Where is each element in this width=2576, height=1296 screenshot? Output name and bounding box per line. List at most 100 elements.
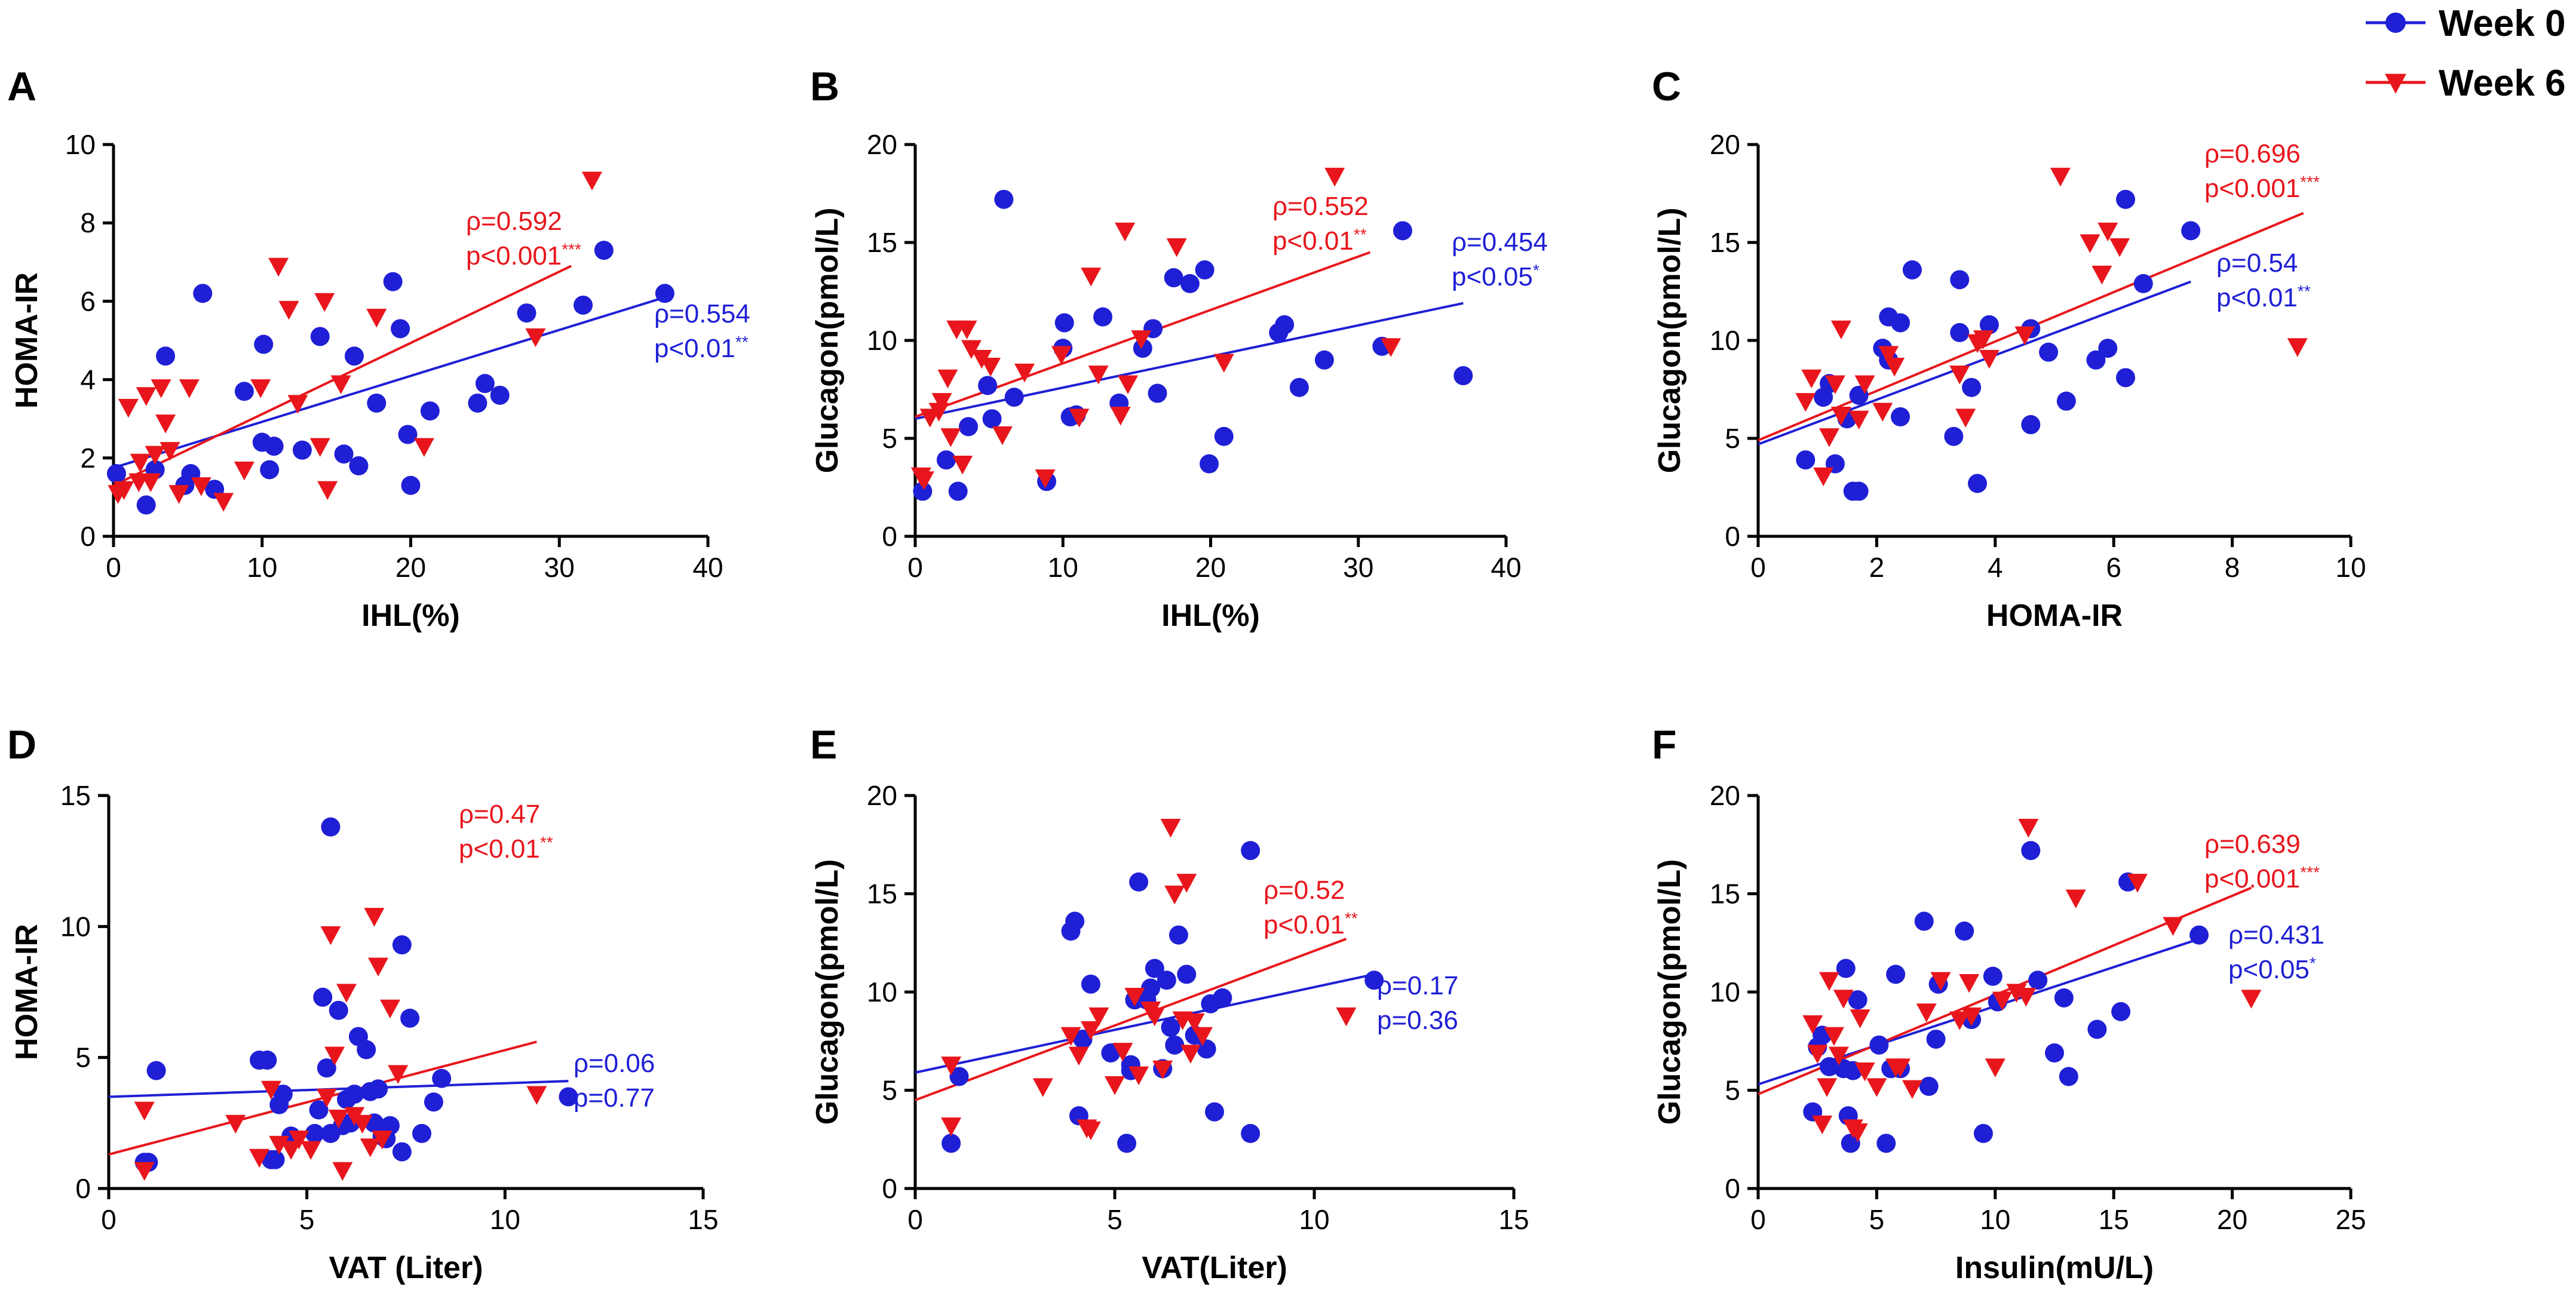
week0-point (400, 1008, 420, 1028)
week0-point (1950, 323, 1970, 342)
week6-p-label: p<0.001*** (2204, 863, 2320, 893)
x-tick-label: 10 (1299, 1204, 1329, 1235)
week6-point (1979, 349, 2000, 369)
week0-point (432, 1068, 452, 1088)
week0-point (1796, 450, 1816, 470)
week0-fit-line (915, 973, 1375, 1074)
week0-point (1919, 1076, 1939, 1096)
week0-point (317, 1058, 336, 1078)
week0-point (1876, 1134, 1896, 1153)
x-tick-label: 4 (1988, 552, 2003, 583)
x-axis-label: VAT (Liter) (329, 1251, 483, 1285)
week0-point (344, 346, 364, 366)
week6-significance-stars: ** (1345, 909, 1358, 928)
week0-point (2028, 971, 2048, 990)
week0-point (1241, 841, 1261, 861)
week0-point (1157, 971, 1176, 990)
week6-point (364, 908, 385, 927)
week0-point (2087, 1019, 2107, 1039)
week0-point (959, 417, 979, 437)
week6-point (1833, 990, 1854, 1009)
week0-point (978, 376, 998, 395)
week0-point (2116, 189, 2136, 209)
week6-fit-line (915, 938, 1347, 1101)
week6-point (940, 428, 961, 447)
x-tick-label: 30 (544, 552, 575, 583)
week0-point (398, 425, 418, 444)
week0-rho-label: ρ=0.06 (574, 1049, 655, 1078)
week0-p-label: p<0.05* (1452, 261, 1540, 291)
week6-point (526, 1086, 547, 1105)
week6-point (913, 471, 934, 490)
week6-point (320, 926, 341, 945)
week6-point (1890, 1058, 1911, 1077)
x-tick-label: 40 (1491, 552, 1521, 583)
week0-point (401, 475, 421, 495)
y-tick-label: 5 (882, 423, 897, 454)
y-axis-label: HOMA-IR (10, 924, 44, 1060)
x-tick-label: 5 (1107, 1204, 1123, 1235)
panel-letter: F (1652, 722, 1677, 767)
week0-point (1164, 268, 1183, 288)
week0-point (357, 1040, 376, 1059)
week0-point (2189, 925, 2209, 945)
week6-point (1180, 1045, 1201, 1064)
week0-point (948, 481, 968, 501)
week0-point (1973, 1123, 1993, 1143)
week0-point (2045, 1043, 2064, 1062)
week6-point (941, 1057, 962, 1076)
week0-p-label: p<0.05* (2228, 954, 2316, 984)
week0-point (1145, 959, 1164, 978)
week6-point (314, 293, 335, 312)
week6-point (130, 453, 151, 473)
week0-point (260, 460, 280, 480)
week0-point (1073, 1029, 1093, 1049)
week6-point (992, 426, 1013, 446)
week6-significance-stars: *** (562, 240, 581, 259)
week6-point (1902, 1080, 1922, 1100)
week0-point (391, 319, 410, 339)
week0-rho-label: ρ=0.431 (2228, 920, 2324, 950)
x-axis-label: IHL(%) (361, 598, 460, 633)
week0-point (2181, 221, 2201, 241)
week0-point (310, 327, 330, 346)
week0-point (655, 284, 674, 303)
week0-point (2133, 274, 2153, 293)
week6-point (336, 984, 357, 1003)
week6-point (1144, 1007, 1165, 1027)
week6-point (1381, 338, 1402, 357)
week6-point (360, 1138, 381, 1157)
week0-point (517, 303, 536, 323)
panel-letter: A (7, 64, 36, 109)
week0-point (383, 272, 403, 291)
week6-point (1795, 393, 1816, 412)
week6-point (1973, 330, 1994, 349)
week6-point (379, 999, 400, 1019)
week6-point (2127, 874, 2148, 893)
week0-point (1849, 481, 1869, 501)
week6-p-label: p<0.01** (1264, 909, 1358, 939)
y-tick-label: 20 (867, 129, 897, 160)
week6-rho-label: ρ=0.696 (2204, 139, 2301, 168)
week6-point (260, 1080, 281, 1100)
y-tick-label: 15 (1710, 879, 1740, 910)
week0-point (1848, 990, 1867, 1010)
week0-point (1081, 974, 1100, 994)
week6-point (1819, 972, 1840, 991)
week0-point (1148, 383, 1167, 403)
week6-point (952, 456, 973, 475)
week6-point (278, 300, 299, 320)
x-tick-label: 0 (106, 552, 121, 583)
week6-point (388, 1065, 409, 1084)
week6-point (225, 1114, 246, 1134)
week0-point (2054, 988, 2074, 1008)
x-tick-label: 10 (1980, 1204, 2010, 1235)
week6-point (1081, 268, 1102, 287)
week0-point (1177, 965, 1197, 984)
week6-point (2163, 917, 2184, 936)
week6-point (1128, 1066, 1149, 1086)
week6-point (1118, 375, 1139, 395)
week6-point (1830, 320, 1851, 340)
week0-point (1275, 315, 1295, 334)
